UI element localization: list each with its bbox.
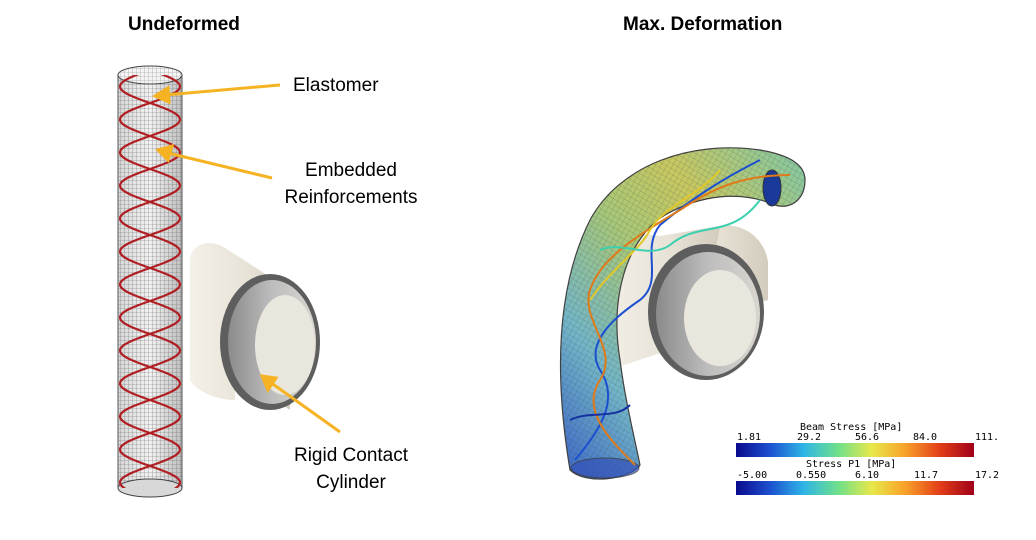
rigid-cylinder-right bbox=[599, 225, 768, 380]
beam-tick-0: 1.81 bbox=[737, 432, 762, 443]
label-cylinder-line1: Rigid Contact bbox=[293, 445, 409, 466]
deformed-tube bbox=[559, 147, 806, 480]
p1-tick-0: -5.00 bbox=[737, 470, 768, 481]
beam-stress-colorbar bbox=[736, 443, 974, 457]
callout-arrows bbox=[151, 83, 341, 434]
beam-tick-2: 56.6 bbox=[855, 432, 880, 443]
p1-tick-1: 0.550 bbox=[796, 470, 827, 481]
beam-tick-3: 84.0 bbox=[913, 432, 938, 443]
p1-stress-title: Stress P1 [MPa] bbox=[806, 459, 897, 470]
label-reinforcements-line2: Reinforcements bbox=[284, 187, 418, 208]
label-elastomer: Elastomer bbox=[293, 75, 379, 96]
beam-tick-4: 111. bbox=[975, 432, 1000, 443]
label-rigid-cylinder: Rigid Contact Cylinder bbox=[283, 442, 419, 496]
p1-tick-2: 6.10 bbox=[855, 470, 880, 481]
p1-tick-4: 17.2 bbox=[975, 470, 1000, 481]
label-reinforcements: Embedded Reinforcements bbox=[276, 157, 426, 211]
beam-stress-title: Beam Stress [MPa] bbox=[800, 422, 903, 433]
p1-tick-3: 11.7 bbox=[914, 470, 939, 481]
rigid-cylinder-left bbox=[190, 243, 320, 410]
title-undeformed: Undeformed bbox=[128, 14, 240, 35]
title-max-deformation: Max. Deformation bbox=[623, 14, 783, 35]
label-reinforcements-line1: Embedded bbox=[305, 160, 397, 181]
p1-stress-colorbar bbox=[736, 481, 974, 495]
reinforcement-helices bbox=[118, 75, 182, 488]
label-cylinder-line2: Cylinder bbox=[316, 472, 386, 493]
beam-tick-1: 29.2 bbox=[797, 432, 822, 443]
